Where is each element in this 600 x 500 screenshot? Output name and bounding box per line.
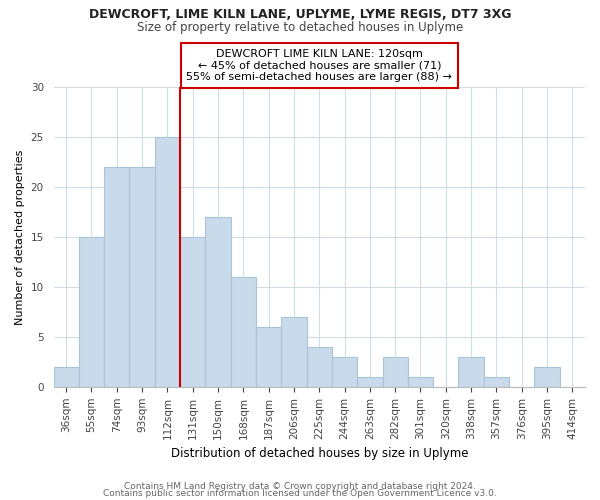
Bar: [458, 357, 484, 387]
Bar: [281, 317, 307, 387]
X-axis label: Distribution of detached houses by size in Uplyme: Distribution of detached houses by size …: [170, 447, 468, 460]
Bar: [104, 167, 130, 387]
Text: DEWCROFT, LIME KILN LANE, UPLYME, LYME REGIS, DT7 3XG: DEWCROFT, LIME KILN LANE, UPLYME, LYME R…: [89, 8, 511, 20]
Text: Contains public sector information licensed under the Open Government Licence v3: Contains public sector information licen…: [103, 489, 497, 498]
Bar: [155, 137, 180, 387]
Bar: [332, 357, 357, 387]
Bar: [484, 377, 509, 387]
Bar: [130, 167, 155, 387]
Bar: [230, 277, 256, 387]
Text: DEWCROFT LIME KILN LANE: 120sqm
← 45% of detached houses are smaller (71)
55% of: DEWCROFT LIME KILN LANE: 120sqm ← 45% of…: [187, 49, 452, 82]
Bar: [307, 347, 332, 387]
Bar: [205, 217, 230, 387]
Bar: [357, 377, 383, 387]
Text: Size of property relative to detached houses in Uplyme: Size of property relative to detached ho…: [137, 21, 463, 34]
Bar: [180, 237, 205, 387]
Bar: [383, 357, 408, 387]
Text: Contains HM Land Registry data © Crown copyright and database right 2024.: Contains HM Land Registry data © Crown c…: [124, 482, 476, 491]
Bar: [53, 367, 79, 387]
Bar: [256, 327, 281, 387]
Bar: [535, 367, 560, 387]
Y-axis label: Number of detached properties: Number of detached properties: [15, 150, 25, 324]
Bar: [79, 237, 104, 387]
Bar: [408, 377, 433, 387]
